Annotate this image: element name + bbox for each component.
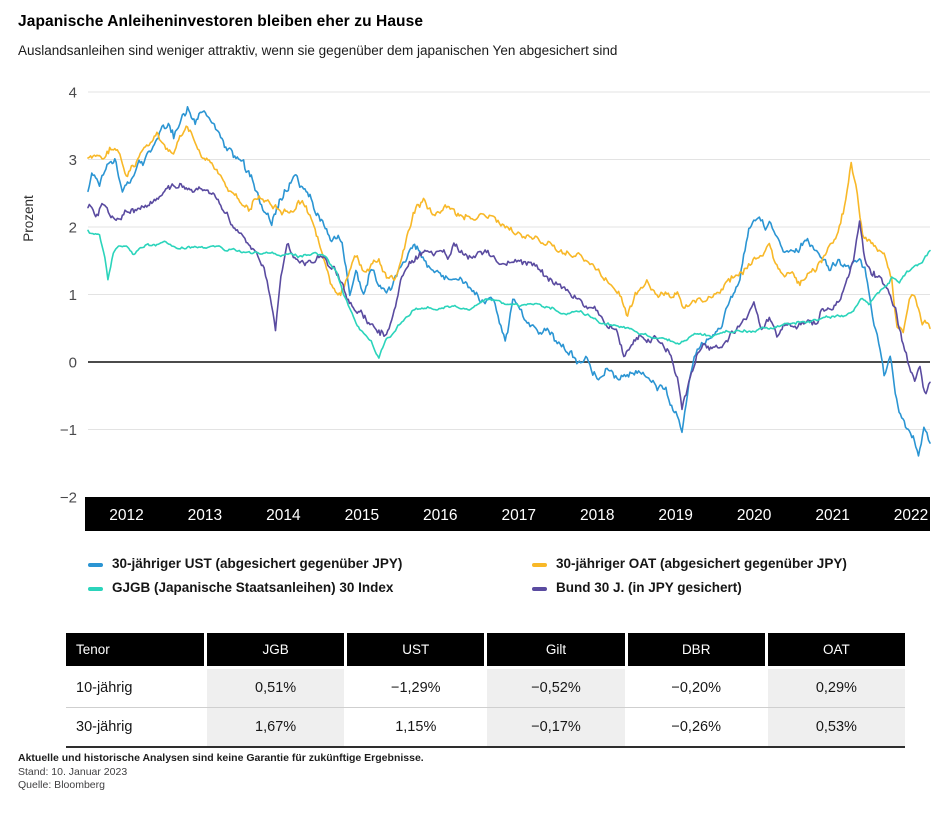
x-tick-label: 2020 [737, 507, 772, 524]
table-header-cell: Tenor [66, 633, 204, 666]
y-tick-label: 4 [69, 85, 77, 102]
legend-label: 30-jähriger UST (abgesichert gegenüber J… [112, 556, 403, 571]
page-title: Japanische Anleiheninvestoren bleiben eh… [18, 13, 424, 30]
as-of-date: Stand: 10. Januar 2023 [18, 765, 128, 778]
legend-label: GJGB (Japanische Staatsanleihen) 30 Inde… [112, 580, 394, 595]
y-tick-label: 1 [69, 287, 77, 304]
table-cell: 0,51% [207, 669, 345, 707]
table-header-cell: JGB [207, 633, 345, 666]
legend-swatch-oat [532, 563, 547, 567]
y-tick-label: 2 [69, 220, 77, 237]
table-cell: −0,26% [671, 719, 721, 735]
chart-legend: 30-jähriger UST (abgesichert gegenüber J… [88, 556, 910, 595]
x-tick-label: 2015 [345, 507, 379, 524]
series-line-oat [87, 125, 931, 334]
legend-swatch-gjgb [88, 587, 103, 591]
legend-swatch-ust [88, 563, 103, 567]
legend-label: 30-jähriger OAT (abgesichert gegenüber J… [556, 556, 847, 571]
x-tick-label: 2012 [109, 507, 143, 524]
table-cell: −0,17% [487, 708, 625, 746]
legend-item-gjgb: GJGB (Japanische Staatsanleihen) 30 Inde… [88, 580, 532, 595]
legend-label: Bund 30 J. (in JPY gesichert) [556, 580, 742, 595]
y-tick-label: −1 [60, 422, 77, 439]
table-cell: 0,29% [767, 669, 905, 707]
table-row: 30-jährig 1,67% 1,15% −0,17% −0,26% 0,53% [66, 707, 905, 746]
legend-item-oat: 30-jähriger OAT (abgesichert gegenüber J… [532, 556, 910, 571]
y-axis-title: Prozent [21, 195, 36, 242]
table-cell: −0,20% [671, 680, 721, 696]
y-tick-label: 3 [69, 152, 77, 169]
table-cell-tenor: 30-jährig [76, 719, 133, 735]
x-tick-label: 2021 [815, 507, 849, 524]
source-text: Quelle: Bloomberg [18, 779, 105, 791]
table-row: 10-jährig 0,51% −1,29% −0,52% −0,20% 0,29% [66, 669, 905, 707]
table-header-cell: Gilt [487, 633, 625, 666]
table-cell: −0,52% [487, 669, 625, 707]
legend-item-ust: 30-jähriger UST (abgesichert gegenüber J… [88, 556, 532, 571]
legend-item-bund: Bund 30 J. (in JPY gesichert) [532, 580, 910, 595]
table-cell-tenor: 10-jährig [76, 680, 133, 696]
yield-table: Tenor JGB UST Gilt DBR OAT 10-jährig 0,51% −1,29… [66, 633, 905, 748]
table-cell: −1,29% [390, 680, 441, 696]
x-tick-label: 2017 [502, 507, 536, 524]
series-line-ust [87, 105, 931, 457]
x-tick-label: 2018 [580, 507, 614, 524]
table-header-cell: DBR [627, 633, 765, 666]
y-tick-label: 0 [69, 355, 77, 372]
table-cell: 1,15% [395, 719, 437, 735]
page-subtitle: Auslandsanleihen sind weniger attraktiv,… [18, 43, 618, 58]
x-tick-label: 2013 [188, 507, 222, 524]
x-tick-label: 2016 [423, 507, 457, 524]
legend-swatch-bund [532, 587, 547, 591]
x-tick-label: 2019 [658, 507, 692, 524]
table-cell: 0,53% [767, 708, 905, 746]
x-tick-label: 2022 [894, 507, 928, 524]
table-header-cell: OAT [767, 633, 905, 666]
series-line-bund [87, 182, 931, 411]
table-header-row: Tenor JGB UST Gilt DBR OAT [66, 633, 905, 666]
series-line-gjgb [87, 229, 931, 359]
table-header-cell: UST [347, 633, 485, 666]
table-cell: 1,67% [207, 708, 345, 746]
x-axis-band [85, 497, 930, 531]
disclaimer-text: Aktuelle und historische Analysen sind k… [18, 752, 424, 764]
y-tick-label: −2 [60, 490, 77, 507]
chart-footer: Aktuelle und historische Analysen sind k… [18, 752, 424, 793]
x-tick-label: 2014 [266, 507, 301, 524]
line-chart: 4 3 2 1 0 −1 −2 Prozent 2012 2013 2014 2015 2016 2017… [21, 85, 931, 531]
